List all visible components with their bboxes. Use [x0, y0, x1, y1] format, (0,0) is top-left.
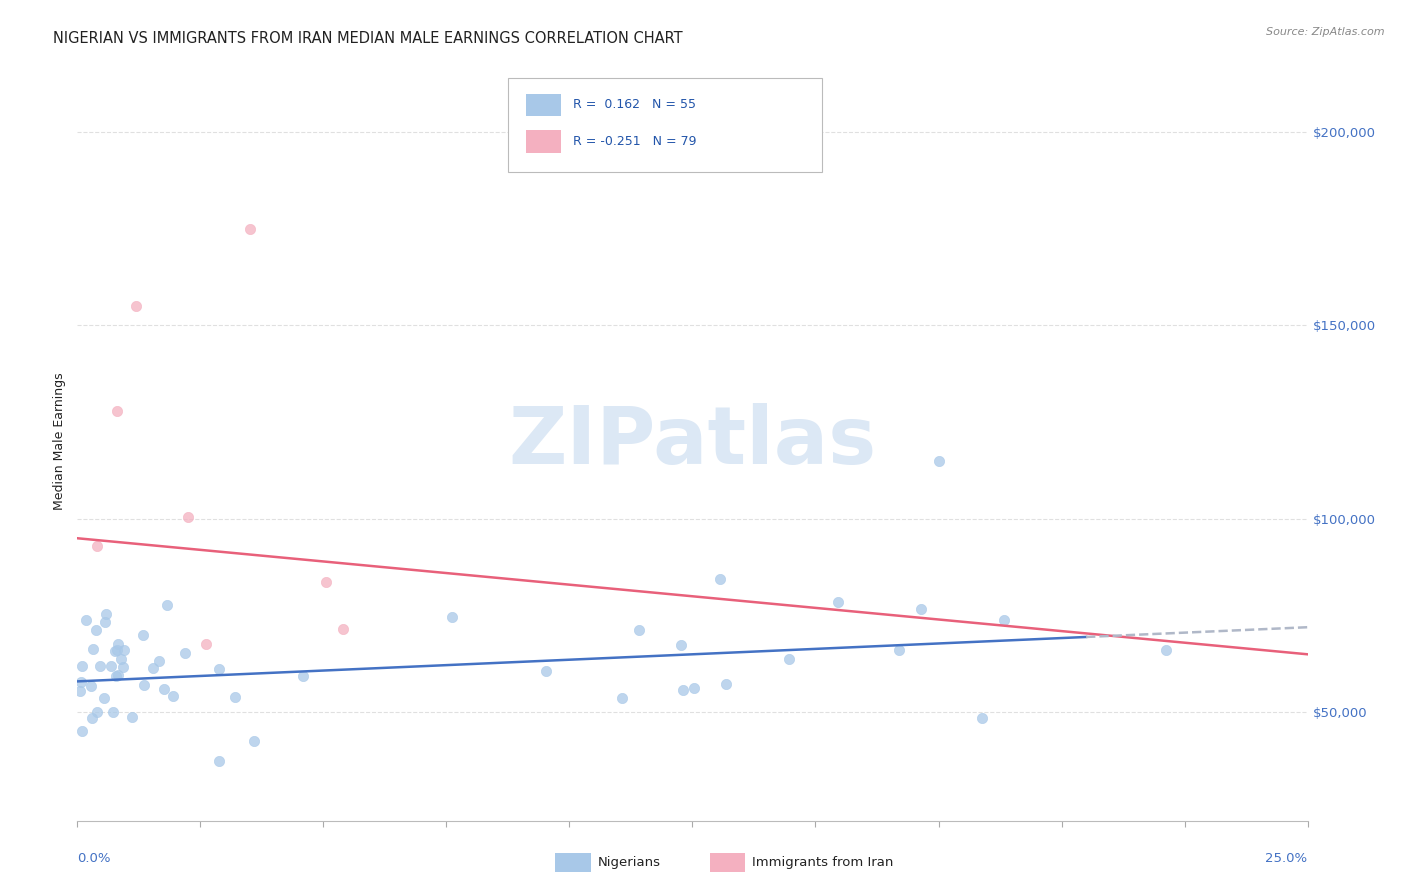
- Point: [94, 607, 117, 622]
- Point: [134, 677, 156, 691]
- Point: [101, 706, 124, 720]
- Point: [683, 681, 706, 695]
- Y-axis label: Median Male Earnings: Median Male Earnings: [52, 373, 66, 510]
- Point: [70, 724, 93, 739]
- Point: [86, 539, 108, 553]
- Point: [103, 644, 125, 658]
- Point: [100, 659, 122, 673]
- Point: [148, 654, 170, 668]
- Point: [70, 675, 93, 690]
- Point: [94, 615, 117, 630]
- Text: Nigerians: Nigerians: [598, 856, 661, 869]
- Point: [610, 691, 633, 706]
- Text: NIGERIAN VS IMMIGRANTS FROM IRAN MEDIAN MALE EARNINGS CORRELATION CHART: NIGERIAN VS IMMIGRANTS FROM IRAN MEDIAN …: [53, 31, 683, 46]
- Point: [80, 711, 103, 725]
- Point: [80, 679, 103, 693]
- Point: [86, 705, 108, 719]
- Text: R = -0.251   N = 79: R = -0.251 N = 79: [574, 135, 696, 148]
- Point: [714, 677, 737, 691]
- Point: [1154, 643, 1177, 657]
- Point: [709, 572, 731, 586]
- Text: R =  0.162   N = 55: R = 0.162 N = 55: [574, 98, 696, 112]
- Point: [315, 574, 337, 589]
- Bar: [526, 94, 561, 116]
- Point: [82, 642, 104, 657]
- Point: [208, 662, 231, 676]
- Point: [112, 642, 135, 657]
- Point: [131, 627, 153, 641]
- Point: [239, 221, 262, 235]
- Point: [104, 669, 127, 683]
- Point: [910, 602, 932, 616]
- Point: [887, 643, 910, 657]
- Bar: [526, 130, 561, 153]
- Point: [111, 659, 134, 673]
- Point: [534, 664, 557, 678]
- Text: 0.0%: 0.0%: [77, 852, 111, 864]
- Point: [291, 669, 314, 683]
- Point: [152, 681, 174, 696]
- Point: [827, 595, 849, 609]
- Point: [778, 652, 800, 666]
- Point: [194, 637, 217, 651]
- Point: [142, 661, 165, 675]
- Point: [669, 639, 692, 653]
- Point: [627, 623, 650, 637]
- Text: ZIPatlas: ZIPatlas: [509, 402, 876, 481]
- Point: [105, 403, 128, 417]
- FancyBboxPatch shape: [508, 78, 821, 172]
- Point: [173, 646, 195, 660]
- Point: [70, 659, 93, 673]
- Text: Immigrants from Iran: Immigrants from Iran: [752, 856, 894, 869]
- Text: 25.0%: 25.0%: [1265, 852, 1308, 864]
- Text: Source: ZipAtlas.com: Source: ZipAtlas.com: [1267, 27, 1385, 37]
- Point: [332, 622, 354, 636]
- Point: [110, 652, 132, 666]
- Point: [84, 623, 107, 637]
- Point: [972, 711, 994, 725]
- Point: [993, 614, 1015, 628]
- Point: [208, 754, 231, 768]
- Point: [105, 643, 128, 657]
- Point: [107, 668, 129, 682]
- Point: [243, 734, 266, 748]
- Point: [224, 690, 246, 704]
- Point: [928, 454, 950, 468]
- Point: [89, 658, 111, 673]
- Point: [75, 613, 97, 627]
- Point: [69, 684, 91, 698]
- Point: [440, 610, 463, 624]
- Point: [671, 682, 693, 697]
- Point: [121, 710, 143, 724]
- Point: [107, 637, 129, 651]
- Point: [93, 691, 115, 706]
- Point: [162, 689, 184, 703]
- Point: [177, 510, 200, 524]
- Point: [125, 299, 148, 313]
- Point: [156, 599, 179, 613]
